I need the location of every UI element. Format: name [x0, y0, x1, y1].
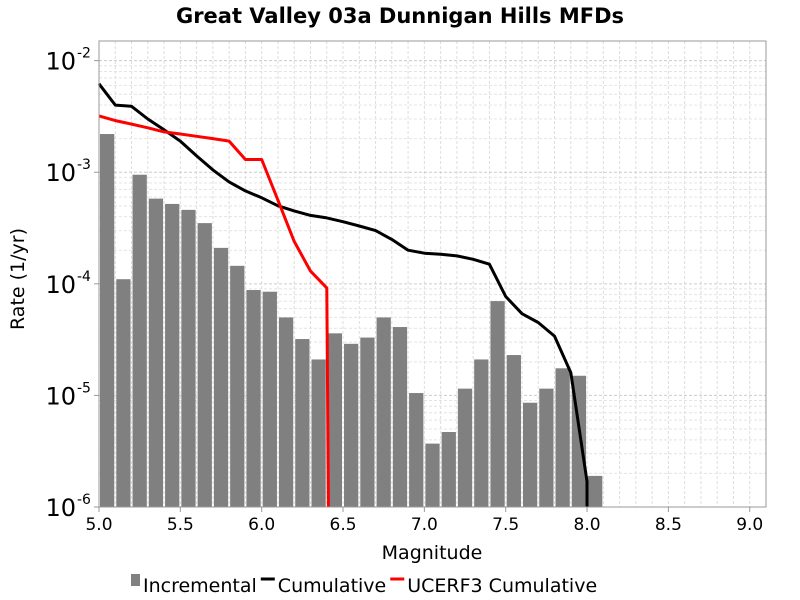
- bar: [181, 209, 196, 507]
- x-tick-label: 7.5: [492, 515, 519, 535]
- y-axis-ticks: 10-610-510-410-310-2: [45, 46, 99, 522]
- legend-swatch-bar: [131, 574, 140, 586]
- bar: [409, 393, 424, 507]
- x-tick-label: 5.5: [167, 515, 194, 535]
- y-tick-exponent: -5: [77, 380, 91, 396]
- bar: [344, 343, 359, 507]
- bar: [100, 134, 115, 507]
- bars-incremental: [100, 134, 603, 508]
- bar: [490, 301, 505, 507]
- x-tick-label: 5.0: [85, 515, 112, 535]
- bar: [246, 290, 261, 507]
- series-lines: [97, 82, 589, 508]
- bar: [555, 368, 570, 507]
- bar: [522, 402, 538, 507]
- bar: [132, 174, 147, 508]
- bar: [457, 388, 473, 507]
- bar: [116, 279, 131, 507]
- series-line-cumulative: [97, 82, 589, 507]
- bar: [506, 355, 521, 507]
- bar: [295, 339, 310, 507]
- y-tick-label: 10: [45, 48, 76, 76]
- bar: [360, 337, 375, 507]
- x-tick-label: 6.5: [330, 515, 357, 535]
- bar: [376, 317, 391, 507]
- legend-label: Incremental: [143, 575, 257, 597]
- y-tick-exponent: -2: [77, 46, 91, 62]
- y-tick-exponent: -3: [77, 157, 91, 173]
- x-tick-label: 8.0: [574, 515, 601, 535]
- x-axis-ticks: 5.0 5.5 6.0 6.5 7.0 7.5 8.0 8.5 9.0: [85, 507, 763, 535]
- bar: [230, 265, 245, 507]
- x-tick-label: 7.0: [411, 515, 438, 535]
- bar: [425, 443, 440, 507]
- y-tick-exponent: -4: [77, 269, 91, 285]
- x-axis-label: Magnitude: [382, 542, 483, 564]
- bar: [311, 359, 326, 507]
- bar: [262, 291, 277, 507]
- bar: [327, 333, 343, 507]
- y-tick-label: 10: [45, 159, 76, 187]
- bar: [539, 388, 554, 507]
- bar: [392, 327, 408, 507]
- series-line-ucerf3-cumulative: [98, 114, 330, 508]
- y-tick-label: 10: [45, 271, 76, 299]
- bar: [278, 317, 294, 507]
- y-axis-label: Rate (1/yr): [7, 228, 29, 330]
- bar: [441, 432, 456, 507]
- bar: [165, 203, 180, 507]
- x-tick-label: 9.0: [736, 515, 763, 535]
- bar: [148, 198, 164, 508]
- bar: [197, 223, 212, 507]
- x-tick-label: 6.0: [248, 515, 275, 535]
- chart-title: Great Valley 03a Dunnigan Hills MFDs: [176, 4, 624, 28]
- bar: [474, 359, 489, 507]
- plot-frame: [98, 40, 767, 508]
- bar: [588, 475, 603, 507]
- legend-label: Cumulative: [278, 575, 386, 597]
- y-tick-exponent: -6: [77, 492, 91, 508]
- legend: Incremental Cumulative UCERF3 Cumulative: [131, 574, 597, 597]
- x-tick-label: 8.5: [655, 515, 682, 535]
- y-tick-label: 10: [45, 382, 76, 410]
- y-tick-label: 10: [45, 494, 76, 522]
- bar: [213, 247, 229, 507]
- legend-label: UCERF3 Cumulative: [407, 575, 597, 597]
